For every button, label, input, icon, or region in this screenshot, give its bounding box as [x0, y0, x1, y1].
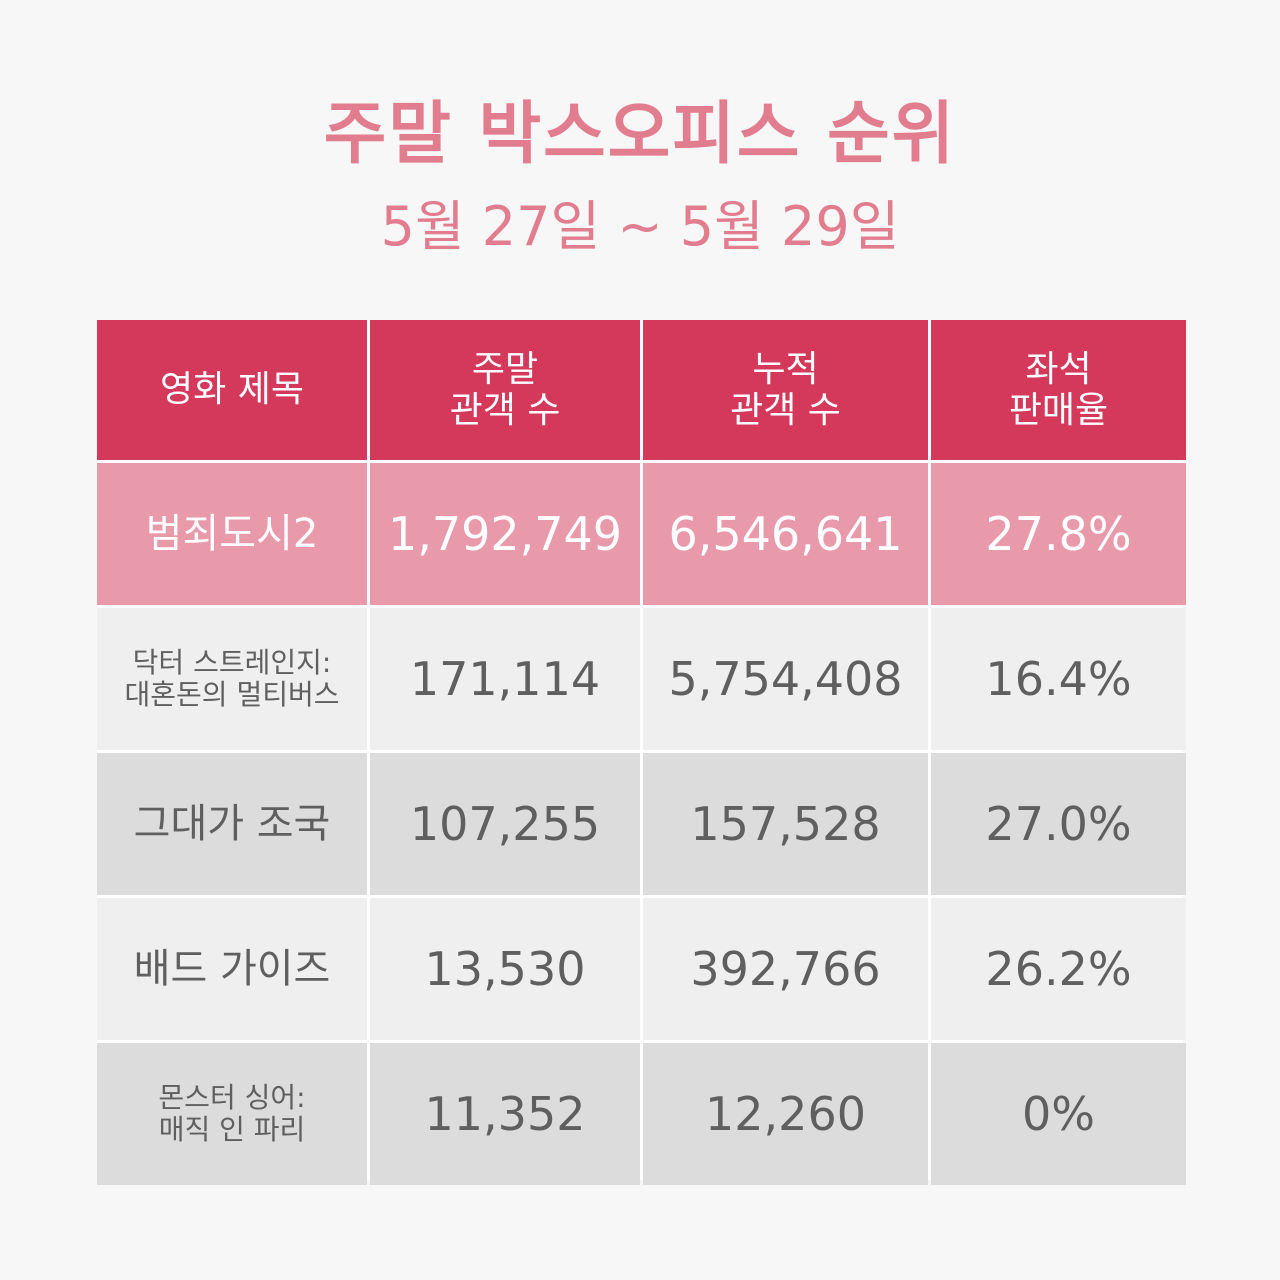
box-office-table: 영화 제목 주말 관객 수 누적 관객 수 좌석 판매율 범죄도시2 1,792… [97, 320, 1186, 1185]
table-row-3-title: 그대가 조국 [97, 753, 367, 895]
table-row-1-title: 범죄도시2 [97, 463, 367, 605]
table-row-5-seat-rate: 0% [931, 1043, 1186, 1185]
table-row-4-cumulative: 392,766 [643, 898, 928, 1040]
header-cumulative-line-2: 관객 수 [730, 390, 841, 431]
table-row-3-cumulative: 157,528 [643, 753, 928, 895]
table-row-5-title: 몬스터 싱어: 매직 인 파리 [97, 1043, 367, 1185]
table-row-4-seat-rate: 26.2% [931, 898, 1186, 1040]
page-title: 주말 박스오피스 순위 [323, 95, 957, 174]
header-weekend-line-1: 주말 [471, 348, 539, 390]
header-cumulative-line-1: 누적 [752, 348, 819, 390]
movie-title: 배드 가이즈 [133, 946, 331, 992]
header-weekend-audience: 주말 관객 수 [370, 320, 640, 460]
table-row-1-seat-rate: 27.8% [931, 463, 1186, 605]
table-row-3-weekend: 107,255 [370, 753, 640, 895]
header-seat-rate-line-2: 판매율 [1008, 390, 1109, 431]
table-row-2-weekend: 171,114 [370, 608, 640, 750]
movie-title-line-1: 몬스터 싱어: [158, 1080, 306, 1114]
header-movie-title-line: 영화 제목 [160, 369, 304, 411]
table-row-2-seat-rate: 16.4% [931, 608, 1186, 750]
movie-title: 그대가 조국 [133, 801, 331, 847]
header-seat-rate: 좌석 판매율 [931, 320, 1186, 460]
header-cumulative-audience: 누적 관객 수 [643, 320, 928, 460]
table-row-3-seat-rate: 27.0% [931, 753, 1186, 895]
table-row-5-weekend: 11,352 [370, 1043, 640, 1185]
movie-title-line-2: 대혼돈의 멀티버스 [124, 678, 340, 711]
table-row-4-title: 배드 가이즈 [97, 898, 367, 1040]
header-movie-title: 영화 제목 [97, 320, 367, 460]
header-seat-rate-line-1: 좌석 [1025, 348, 1092, 390]
table-row-4-weekend: 13,530 [370, 898, 640, 1040]
table-row-2-title: 닥터 스트레인지: 대혼돈의 멀티버스 [97, 608, 367, 750]
table-row-1-cumulative: 6,546,641 [643, 463, 928, 605]
table-row-5-cumulative: 12,260 [643, 1043, 928, 1185]
table-row-1-weekend: 1,792,749 [370, 463, 640, 605]
date-range: 5월 27일 ~ 5월 29일 [380, 195, 900, 258]
movie-title-line-1: 닥터 스트레인지: [132, 645, 332, 679]
movie-title-line-2: 매직 인 파리 [158, 1113, 306, 1146]
header-weekend-line-2: 관객 수 [449, 390, 561, 431]
movie-title: 범죄도시2 [145, 511, 319, 557]
table-row-2-cumulative: 5,754,408 [643, 608, 928, 750]
